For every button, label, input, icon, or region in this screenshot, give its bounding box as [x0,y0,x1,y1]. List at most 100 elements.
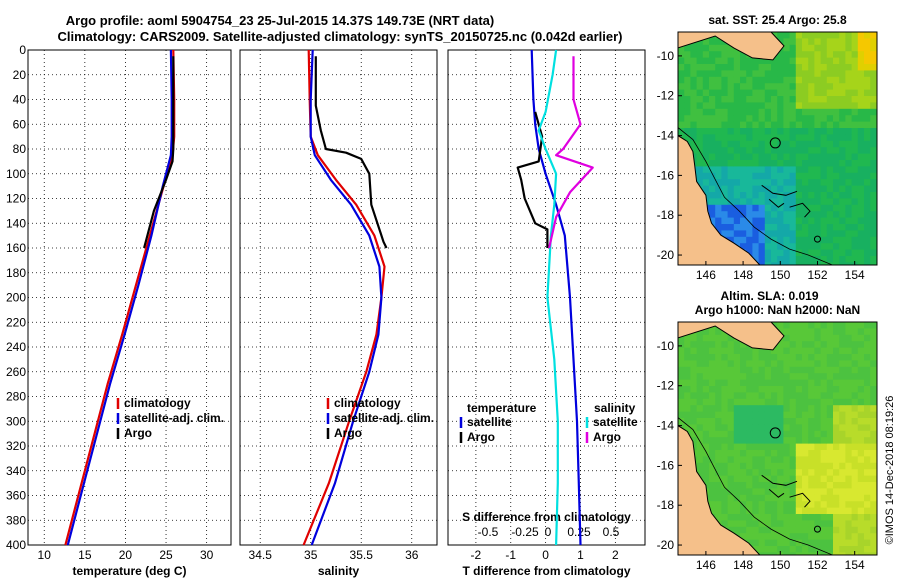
s-tick-label: 0 [545,525,552,539]
depth-tick-label: 60 [13,117,27,131]
x-tick-label: 15 [78,548,92,562]
station-marker [813,235,821,243]
x-tick-label: 34.5 [249,548,273,562]
map-x-tick-label: 150 [770,268,790,282]
reef-outline [789,492,811,508]
reef-outline [761,184,798,196]
legend-label: Argo [124,426,152,440]
s-tick-label: -0.5 [478,525,499,539]
map-y-tick-label: -10 [657,49,675,63]
depth-contour [678,127,833,265]
figure-title-line2: Climatology: CARS2009. Satellite-adjuste… [58,29,623,44]
map-x-tick-label: 152 [807,268,827,282]
x-tick-label: -2 [471,548,482,562]
x-tick-label: 35 [304,548,318,562]
legend-title-salinity: salinity [594,401,636,415]
map-y-tick-label: -20 [657,248,675,262]
legend-title-temperature: temperature [467,401,537,415]
legend-label: climatology [334,396,401,410]
x-tick-label: 0 [542,548,549,562]
reef-outline [761,474,798,486]
map-field [678,32,877,265]
land-polygon [678,425,761,555]
legend-label: satellite [467,415,512,429]
series-line-s-argo [548,56,594,249]
legend-label: climatology [124,396,191,410]
map-title: Altim. SLA: 0.019 [720,289,818,303]
depth-tick-label: 260 [6,365,26,379]
sst-map-panel: 146 148 150 152 154 -10 -12 -14 -16 -18 -20 sat. SS… [657,13,878,282]
sla-map-panel: 146 148 150 152 154 -10 -12 -14 -16 -18 -20 Altim. … [657,289,878,572]
s-axis-label: S difference from climatology [462,510,631,524]
depth-contour [678,417,833,555]
legend-label: Argo [334,426,362,440]
map-y-tick-label: -14 [657,129,675,143]
depth-tick-label: 0 [19,43,26,57]
float-position-marker [769,137,781,149]
x-axis-label: T difference from climatology [462,564,630,578]
temperature-panel: 0 20 40 60 80 100 120 140 160 180 200 220 240 260 280 3… [6,43,232,578]
series-line-t-satellite [530,49,582,546]
x-tick-label: -1 [505,548,516,562]
map-x-tick-label: 150 [770,558,790,572]
series-line-argo [314,56,388,249]
depth-tick-label: 20 [13,68,27,82]
x-tick-label: 1 [577,548,584,562]
credit-text: ©IMOS 14-Dec-2018 08:19:26 [884,396,896,545]
map-frame [677,321,878,556]
map-x-tick-label: 146 [696,558,716,572]
x-tick-label: 35.5 [350,548,374,562]
map-field [678,322,877,555]
depth-tick-label: 300 [6,414,26,428]
map-subtitle: Argo h1000: NaN h2000: NaN [695,303,860,317]
s-tick-label: -0.25 [511,525,539,539]
map-y-tick-label: -16 [657,168,675,182]
salinity-panel: 34.5 35 35.5 36 salinity climatologysatellite… [239,49,438,578]
series-line-satellite-adj-clim- [309,49,383,546]
map-x-tick-label: 154 [845,558,865,572]
x-tick-label: 30 [200,548,214,562]
legend-label: satellite-adj. clim. [124,411,224,425]
depth-tick-label: 340 [6,464,26,478]
station-marker [813,525,821,533]
map-y-tick-label: -16 [657,458,675,472]
map-x-tick-label: 148 [733,558,753,572]
depth-tick-label: 280 [6,390,26,404]
difference-panel: -2 -1 0 1 2 T difference from climatology S di… [447,49,646,578]
depth-tick-label: 160 [6,241,26,255]
figure-title-line1: Argo profile: aoml 5904754_23 25-Jul-201… [66,13,494,28]
map-x-tick-label: 152 [807,558,827,572]
x-axis-label: salinity [318,564,360,578]
depth-tick-label: 360 [6,489,26,503]
depth-tick-label: 220 [6,315,26,329]
legend-label: Argo [593,430,621,444]
map-y-tick-label: -20 [657,538,675,552]
map-y-tick-label: -10 [657,339,675,353]
map-x-tick-label: 154 [845,268,865,282]
depth-tick-label: 180 [6,266,26,280]
depth-tick-label: 40 [13,93,27,107]
s-tick-label: 0.5 [603,525,620,539]
x-axis-label: temperature (deg C) [72,564,186,578]
float-position-marker [769,427,781,439]
depth-tick-label: 140 [6,216,26,230]
x-tick-label: 2 [612,548,619,562]
reef-outline [768,488,785,498]
land-polygon [678,135,761,265]
map-x-tick-label: 148 [733,268,753,282]
map-y-tick-label: -18 [657,208,675,222]
reef-outline [768,198,785,208]
depth-tick-label: 320 [6,439,26,453]
depth-tick-label: 100 [6,167,26,181]
x-tick-label: 36 [405,548,419,562]
land-polygon [678,32,785,61]
series-line-satellite-adj-clim- [66,49,173,546]
map-x-tick-label: 146 [696,268,716,282]
plot-frame [27,49,232,546]
depth-tick-label: 400 [6,538,26,552]
reef-outline [789,202,811,218]
x-tick-label: 25 [159,548,173,562]
depth-tick-label: 80 [13,142,27,156]
legend-label: satellite [593,415,638,429]
